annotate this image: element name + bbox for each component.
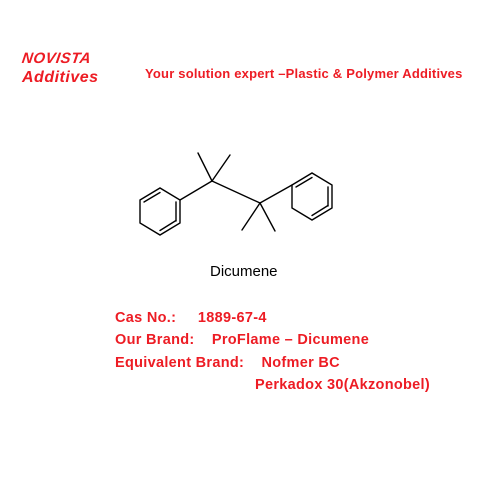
equiv-label: Equivalent Brand: bbox=[115, 352, 244, 374]
logo-text: NOVISTA bbox=[21, 50, 92, 67]
info-block: Cas No.: 1889-67-4 Our Brand: ProFlame –… bbox=[115, 307, 430, 397]
cas-value: 1889-67-4 bbox=[198, 310, 267, 326]
tagline-text: Your solution expert –Plastic & Polymer … bbox=[145, 66, 463, 81]
brand-label: Our Brand: bbox=[115, 329, 195, 351]
cas-row: Cas No.: 1889-67-4 bbox=[115, 307, 430, 329]
equiv-row: Equivalent Brand: Nofmer BC bbox=[115, 352, 430, 374]
logo-subtitle: Additives bbox=[22, 69, 99, 87]
equiv-value-1: Nofmer BC bbox=[262, 355, 340, 371]
cas-label: Cas No.: bbox=[115, 307, 176, 329]
brand-row: Our Brand: ProFlame – Dicumene bbox=[115, 329, 430, 351]
logo-block: NOVISTA Additives bbox=[22, 50, 99, 87]
equiv-value-2: Perkadox 30(Akzonobel) bbox=[255, 377, 430, 393]
compound-name: Dicumene bbox=[210, 263, 278, 280]
brand-value: ProFlame – Dicumene bbox=[212, 332, 369, 348]
chemical-structure-diagram bbox=[120, 105, 380, 250]
brand-logo: NOVISTA bbox=[22, 50, 99, 67]
equiv-row-2: Perkadox 30(Akzonobel) bbox=[255, 374, 430, 396]
